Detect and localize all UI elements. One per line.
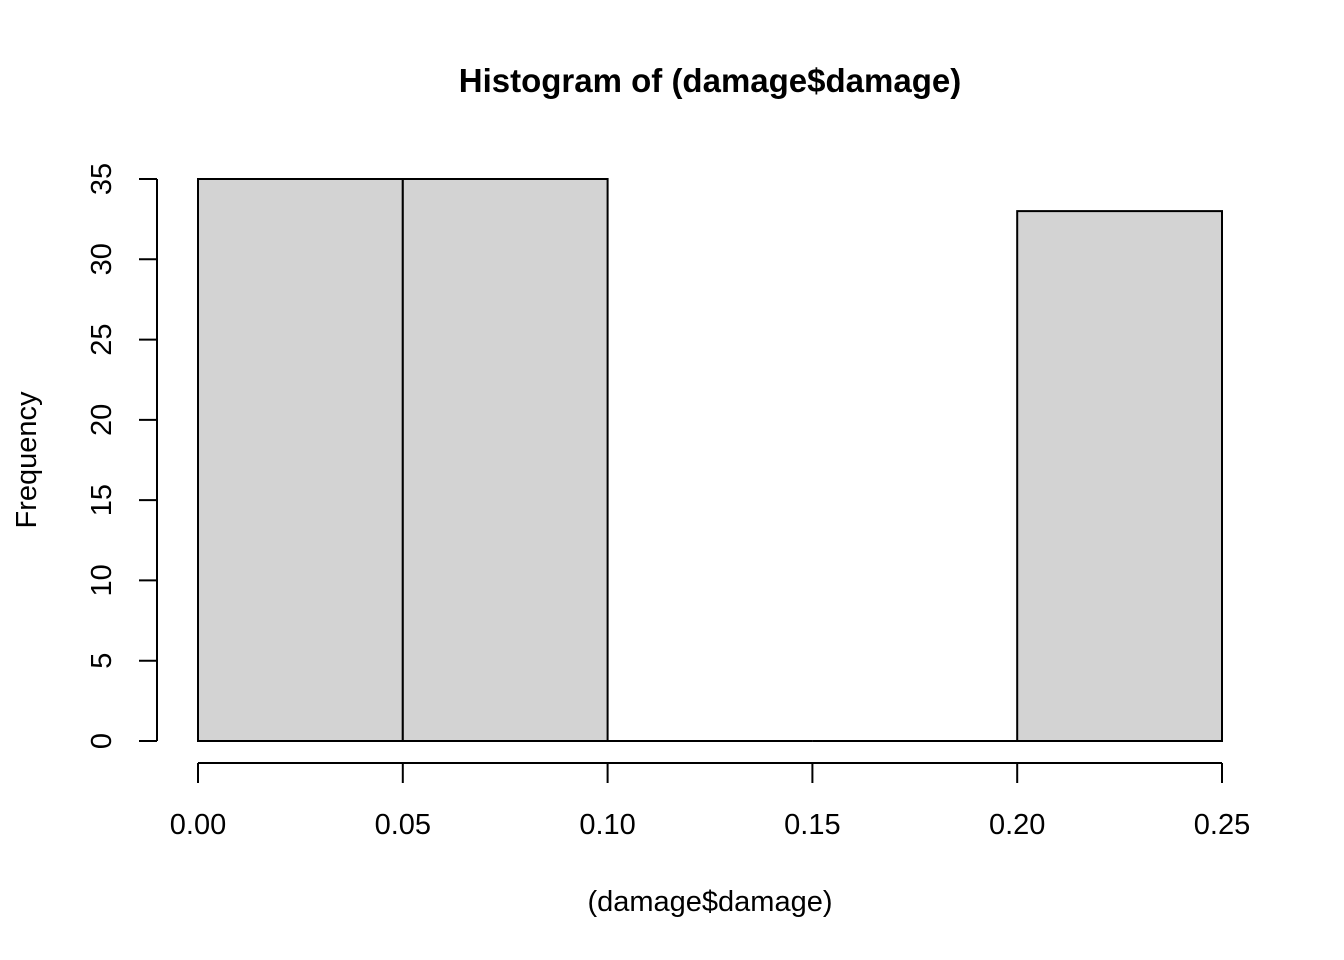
chart-title: Histogram of (damage$damage) <box>459 62 961 99</box>
y-tick-label: 25 <box>86 323 118 355</box>
x-tick-label: 0.00 <box>170 809 226 841</box>
y-tick-label: 35 <box>86 163 118 195</box>
y-tick-label: 30 <box>86 243 118 275</box>
y-tick-label: 0 <box>86 733 118 749</box>
histogram-bar <box>401 178 609 742</box>
x-tick-label: 0.25 <box>1194 809 1250 841</box>
x-tick-label: 0.05 <box>375 809 431 841</box>
x-tick-label: 0.20 <box>989 809 1045 841</box>
y-tick-label: 15 <box>86 484 118 516</box>
x-axis: 0.00 0.05 0.10 0.15 0.20 0.25 <box>170 762 1250 841</box>
y-axis: 0 5 10 15 20 25 30 35 <box>86 163 158 749</box>
y-tick-label: 5 <box>86 653 118 669</box>
y-tick-label: 10 <box>86 564 118 596</box>
x-axis-label: (damage$damage) <box>587 886 832 918</box>
x-tick-label: 0.10 <box>579 809 635 841</box>
histogram-bar <box>197 178 404 742</box>
bars-group <box>197 178 1224 743</box>
y-tick-label: 20 <box>86 404 118 436</box>
y-axis-label: Frequency <box>11 391 43 529</box>
histogram-bar <box>1016 210 1224 743</box>
x-tick-label: 0.15 <box>784 809 840 841</box>
